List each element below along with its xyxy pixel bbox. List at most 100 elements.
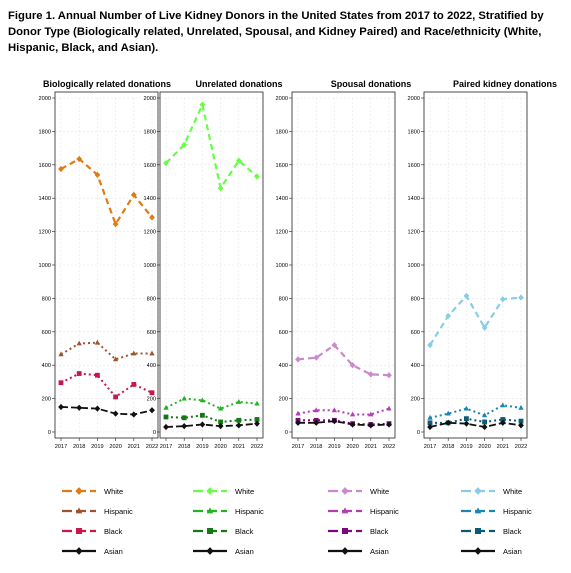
series-line-white: [429, 294, 522, 346]
x-tick-label: 2019: [91, 444, 103, 450]
panel-title: Biologically related donations: [43, 79, 171, 89]
data-point-white: [181, 141, 188, 148]
data-point-hispanic: [368, 411, 374, 417]
series-line-asian: [60, 406, 153, 416]
y-tick-label: 1000: [276, 263, 288, 269]
data-point-hispanic: [386, 405, 392, 411]
x-tick-label: 2019: [460, 444, 472, 450]
data-point-asian: [149, 407, 155, 414]
y-tick-label: 1800: [144, 129, 156, 135]
data-point-black: [95, 372, 100, 378]
data-point-asian: [313, 419, 320, 426]
y-tick-label: 2000: [276, 96, 288, 102]
series-line-hispanic: [60, 341, 152, 361]
data-point-hispanic: [76, 340, 82, 346]
y-tick-label: 1400: [39, 196, 51, 202]
y-tick-label: 0: [153, 430, 156, 436]
x-tick-label: 2018: [442, 444, 454, 450]
legend-swatch-marker: [341, 547, 349, 555]
data-point-white: [295, 356, 301, 363]
data-point-black: [254, 417, 260, 422]
data-point-black: [131, 382, 137, 387]
legend-swatch-marker: [474, 487, 482, 495]
data-point-black: [181, 415, 187, 421]
legend-swatch-marker: [206, 487, 214, 495]
y-tick-label: 600: [279, 330, 288, 336]
chart-panel: Biologically related donations 0 200 400 600…: [39, 79, 171, 556]
legend-label: White: [235, 487, 254, 496]
legend-label: Asian: [370, 547, 389, 556]
data-point-white: [149, 214, 155, 221]
x-tick-label: 2022: [515, 444, 527, 450]
y-tick-label: 1000: [408, 263, 420, 269]
y-tick-label: 200: [42, 397, 51, 403]
y-tick-label: 1800: [39, 129, 51, 135]
data-point-white: [254, 173, 260, 180]
data-point-asian: [367, 422, 374, 429]
data-point-black: [113, 394, 118, 400]
x-tick-label: 2020: [109, 444, 121, 450]
x-tick-label: 2019: [196, 444, 208, 450]
x-tick-label: 2022: [251, 444, 263, 450]
legend-swatch-marker: [206, 547, 214, 555]
legend-label: Black: [370, 527, 389, 536]
y-tick-label: 400: [147, 363, 156, 369]
data-point-asian: [295, 419, 301, 426]
y-tick-label: 1200: [39, 230, 51, 236]
data-point-white: [427, 342, 433, 349]
data-point-asian: [76, 404, 83, 411]
data-point-white: [445, 312, 452, 320]
y-tick-label: 200: [411, 397, 420, 403]
legend-swatch-marker: [474, 547, 482, 555]
y-tick-label: 600: [42, 330, 51, 336]
legend-label: White: [370, 487, 389, 496]
y-tick-label: 1000: [39, 263, 51, 269]
data-point-hispanic: [236, 399, 242, 404]
data-point-white: [386, 372, 392, 379]
x-tick-label: 2018: [310, 444, 322, 450]
data-point-black: [218, 419, 223, 425]
data-point-hispanic: [518, 404, 524, 410]
data-point-white: [518, 294, 524, 301]
series-line-hispanic: [165, 397, 258, 410]
data-point-white: [130, 191, 137, 198]
y-tick-label: 200: [147, 397, 156, 403]
data-point-asian: [163, 423, 169, 431]
data-point-white: [217, 185, 224, 192]
x-tick-label: 2019: [328, 444, 340, 450]
data-point-hispanic: [149, 350, 155, 356]
series-line-white: [297, 343, 390, 377]
series-line-asian: [429, 421, 522, 428]
series-line-black: [60, 372, 153, 399]
data-point-asian: [94, 405, 101, 412]
y-tick-label: 600: [147, 330, 156, 336]
legend-label: Hispanic: [104, 507, 133, 516]
data-point-white: [481, 324, 488, 331]
data-point-hispanic: [445, 410, 451, 416]
figure-title: Figure 1. Annual Number of Live Kidney D…: [8, 10, 544, 54]
data-point-black: [500, 417, 506, 422]
x-tick-label: 2017: [55, 444, 67, 450]
y-tick-label: 1800: [276, 129, 288, 135]
data-point-hispanic: [481, 412, 488, 418]
data-point-black: [427, 420, 433, 426]
data-point-hispanic: [331, 407, 338, 413]
data-point-white: [235, 157, 242, 164]
data-point-white: [331, 342, 338, 349]
plot-frame: [423, 91, 528, 439]
data-point-white: [349, 362, 356, 369]
data-point-hispanic: [131, 350, 137, 356]
legend-label: Asian: [235, 547, 254, 556]
legend-swatch-marker: [206, 507, 214, 514]
y-tick-label: 800: [42, 296, 51, 302]
x-tick-label: 2021: [365, 444, 377, 450]
data-point-hispanic: [254, 400, 260, 406]
data-point-hispanic: [427, 414, 433, 420]
data-point-asian: [386, 421, 392, 428]
series-line-asian: [165, 422, 258, 428]
data-point-hispanic: [349, 411, 356, 417]
x-tick-label: 2022: [146, 444, 158, 450]
legend-swatch-marker: [76, 528, 82, 534]
y-tick-label: 2000: [408, 96, 420, 102]
y-tick-label: 600: [411, 330, 420, 336]
